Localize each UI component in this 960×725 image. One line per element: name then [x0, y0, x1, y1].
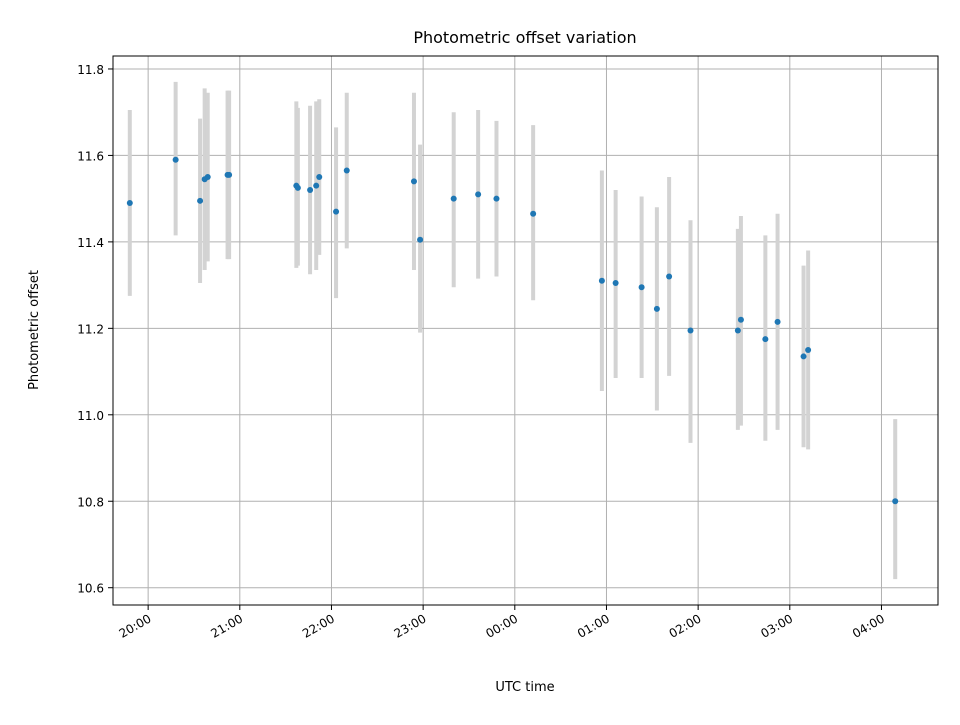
- data-point: [294, 184, 301, 191]
- data-point: [638, 284, 645, 291]
- data-point: [653, 305, 660, 312]
- data-point: [226, 171, 233, 178]
- data-point: [343, 167, 350, 174]
- data-point: [687, 327, 694, 334]
- data-points: [126, 156, 899, 505]
- data-point: [493, 195, 500, 202]
- y-tick-label: 10.8: [77, 495, 104, 509]
- y-tick-label: 11.0: [77, 409, 104, 423]
- data-point: [333, 208, 340, 215]
- data-point: [734, 327, 741, 334]
- data-point: [805, 346, 812, 353]
- y-axis-label: Photometric offset: [27, 270, 42, 390]
- y-tick-label: 11.4: [77, 236, 104, 250]
- data-point: [172, 156, 179, 163]
- x-axis-label: UTC time: [495, 680, 554, 695]
- data-point: [197, 197, 204, 204]
- data-point: [800, 353, 807, 360]
- data-point: [307, 187, 314, 194]
- chart-title: Photometric offset variation: [413, 28, 636, 47]
- plot-frame: [112, 55, 939, 606]
- data-point: [598, 277, 605, 284]
- data-point: [892, 498, 899, 505]
- data-point: [737, 316, 744, 323]
- data-point: [126, 199, 133, 206]
- data-point: [666, 273, 673, 280]
- y-axis: 10.6 10.8 11.0 11.2 11.4 11.6 11.8: [77, 63, 113, 596]
- data-point: [774, 318, 781, 325]
- data-point: [612, 279, 619, 286]
- y-tick-label: 11.6: [77, 149, 104, 163]
- y-tick-label: 11.8: [77, 63, 104, 77]
- data-point: [316, 174, 323, 181]
- data-point: [417, 236, 424, 243]
- data-point: [204, 174, 211, 181]
- data-point: [530, 210, 537, 217]
- y-tick-label: 11.2: [77, 322, 104, 336]
- data-point: [475, 191, 482, 198]
- data-point: [450, 195, 457, 202]
- data-point: [313, 182, 320, 189]
- data-point: [410, 178, 417, 185]
- data-point: [762, 336, 769, 343]
- y-tick-label: 10.6: [77, 582, 104, 596]
- grid: [113, 56, 938, 605]
